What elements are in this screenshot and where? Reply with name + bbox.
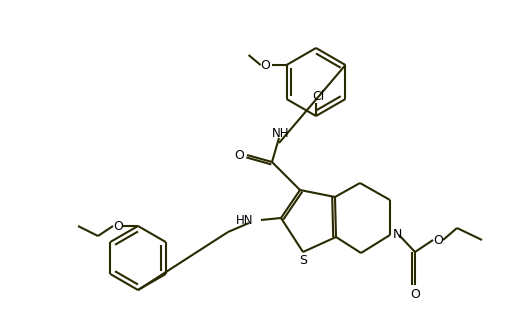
Text: NH: NH [272, 126, 290, 139]
Text: O: O [261, 58, 270, 71]
Text: O: O [410, 289, 420, 301]
Text: HN: HN [236, 213, 253, 226]
Text: O: O [234, 148, 244, 161]
Text: S: S [299, 254, 307, 267]
Text: O: O [113, 219, 123, 232]
Text: O: O [433, 233, 443, 246]
Text: Cl: Cl [312, 90, 324, 103]
Text: N: N [392, 228, 401, 241]
